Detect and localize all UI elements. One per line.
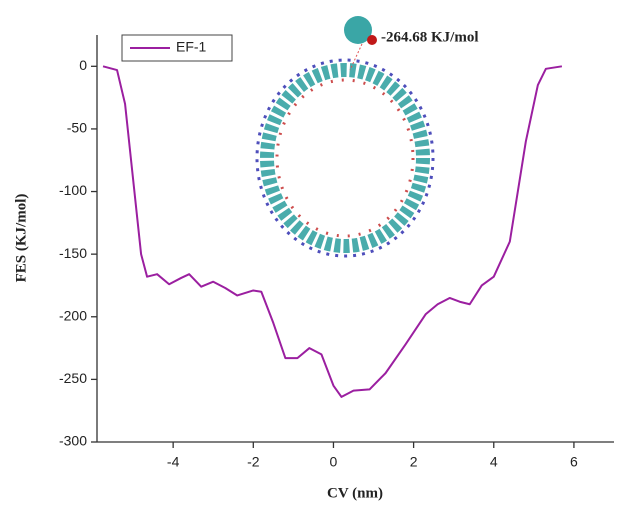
- data-line: [102, 65, 563, 398]
- x-tick-label: -4: [167, 454, 180, 470]
- x-tick-label: 6: [570, 454, 578, 470]
- y-tick-label: -100: [59, 182, 87, 198]
- y-axis-label: FES (KJ/mol): [13, 194, 29, 283]
- molecule-illustration: [255, 16, 435, 258]
- y-tick-label: -50: [67, 120, 87, 136]
- y-tick-label: 0: [79, 57, 87, 73]
- y-tick-label: -250: [59, 370, 87, 386]
- legend-label: EF-1: [176, 39, 207, 55]
- x-tick-label: -2: [247, 454, 260, 470]
- x-tick-label: 2: [410, 454, 418, 470]
- y-tick-label: -150: [59, 245, 87, 261]
- annotation: -264.68 KJ/mol: [381, 29, 479, 45]
- y-tick-label: -200: [59, 307, 87, 323]
- x-axis-label: CV (nm): [327, 485, 383, 501]
- x-tick-label: 0: [330, 454, 338, 470]
- y-tick-label: -300: [59, 433, 87, 449]
- x-tick-label: 4: [490, 454, 498, 470]
